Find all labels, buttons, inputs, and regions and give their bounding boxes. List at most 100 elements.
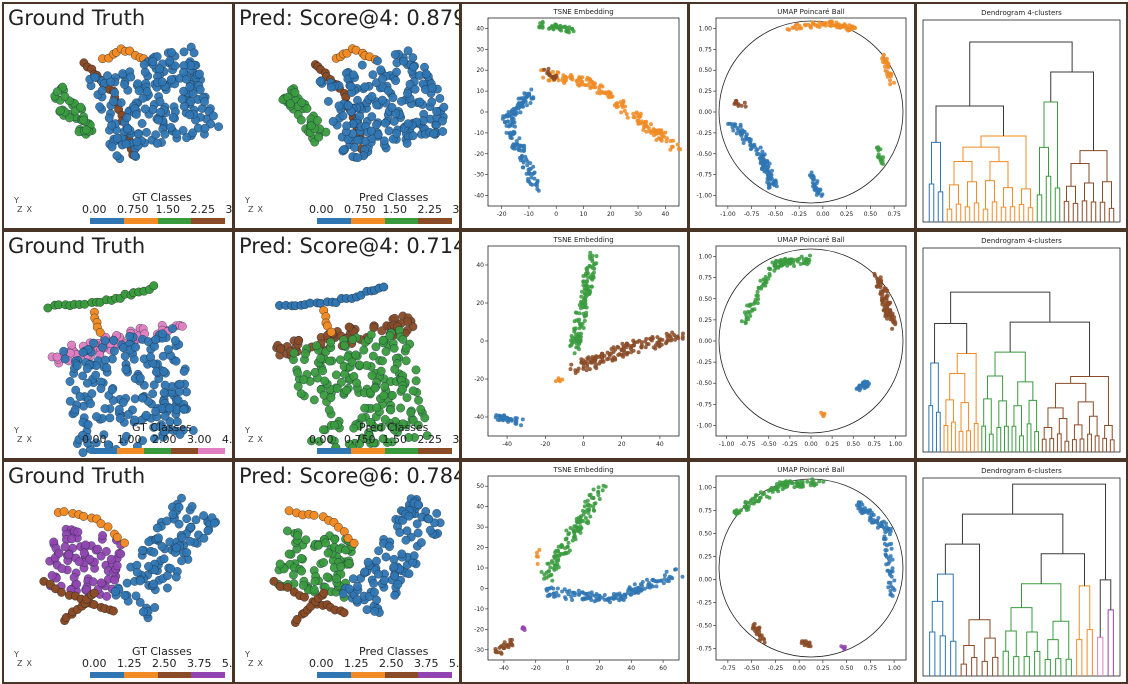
- x-tick-label: -0.75: [740, 441, 756, 448]
- y-tick-label: -1.00: [696, 193, 712, 200]
- dendrogram-cluster-green: [1002, 583, 1072, 676]
- green-part: [43, 281, 159, 313]
- dendrogram: Dendrogram 4-clusters: [922, 9, 1121, 223]
- gt-panel-row-2: Ground Truth GT Classes 0.00 1.00 2.00 3.0…: [2, 230, 234, 460]
- orange-part: [90, 307, 105, 337]
- brown-part-2: [60, 588, 99, 626]
- gt-colorbar-title: GT Classes: [132, 191, 192, 204]
- pred-point-cloud: [269, 494, 445, 628]
- blue-part-top: [275, 282, 389, 311]
- y-tick-label: 0: [480, 338, 484, 345]
- dendrogram-link: [934, 322, 968, 363]
- orange-part: [98, 44, 149, 64]
- pred-colorbar-ticks: 0.00 0.750 1.50 2.25 3.00: [309, 203, 461, 216]
- x-tick-label: 0.00: [804, 441, 818, 448]
- dendrogram-link: [944, 543, 980, 620]
- x-tick-label: 0.75: [868, 441, 882, 448]
- y-tick-label: 0.75: [699, 46, 713, 53]
- y-tick-label: -20: [474, 151, 484, 158]
- y-tick-label: 20: [476, 545, 484, 552]
- x-tick-label: 1.00: [889, 441, 903, 448]
- axis-z-glyph: Z: [17, 659, 23, 668]
- purple-cluster: [839, 644, 847, 652]
- tsne-panel-row-3: TSNE Embedding 50 40 30 20 10 0 -10 -20 -30 -40 -20…: [460, 460, 689, 684]
- y-tick-label: -1.00: [696, 422, 712, 429]
- brown-cluster: [750, 621, 767, 645]
- brown-cluster: [493, 637, 515, 656]
- colorbar-segment: [171, 448, 198, 454]
- gt-colorbar-title: GT Classes: [132, 645, 192, 658]
- gt-colorbar-ticks: 0.00 1.25 2.50 3.75 5.00: [82, 657, 234, 670]
- tsne-panel-row-2: TSNE Embedding 40 20 0 -20 -40 -40 -20 0 20 40: [460, 230, 689, 460]
- y-tick-label: 0.00: [699, 577, 713, 584]
- x-tick-label: 20: [596, 665, 604, 672]
- umap-title: UMAP Poincaré Ball: [777, 466, 844, 474]
- axis-x-glyph: X: [26, 435, 32, 444]
- y-tick-label: 0.50: [699, 296, 713, 303]
- dendrogram-panel-row-1: Dendrogram 4-clusters: [915, 2, 1128, 230]
- axis-z-glyph: Z: [17, 205, 23, 214]
- y-tick-label: -0.50: [696, 151, 712, 158]
- dendrogram-title: Dendrogram 4-clusters: [981, 9, 1062, 17]
- axis-z-glyph: Z: [248, 659, 254, 668]
- gt-point-cloud: [50, 42, 224, 164]
- dendrogram-cluster-orange: [943, 352, 979, 452]
- x-tick-label: 0.25: [825, 441, 839, 448]
- colorbar-segment: [191, 672, 225, 678]
- pred-title: Pred: Score@4: 0.879: [239, 6, 461, 30]
- green-cluster: [539, 483, 608, 583]
- brown-cluster: [872, 271, 898, 331]
- x-tick-label: 0.75: [864, 665, 878, 672]
- y-tick-label: 1.00: [699, 254, 713, 261]
- pred-colorbar: [317, 672, 452, 678]
- dendrogram: Dendrogram 4-clusters: [922, 237, 1121, 453]
- colorbar-segment: [384, 448, 419, 454]
- gt-colorbar-ticks: 0.00 1.00 2.00 3.00 4.00: [82, 433, 234, 446]
- brown-part-2: [291, 588, 329, 628]
- colorbar-segment: [317, 672, 351, 678]
- y-tick-label: 0.50: [699, 531, 713, 538]
- blue-part: [315, 46, 449, 163]
- blue-cluster: [544, 567, 685, 605]
- dendrogram-cluster-brown: [1041, 376, 1115, 452]
- gt-colorbar: [90, 672, 225, 678]
- orange-cluster: [553, 376, 565, 384]
- gt-colorbar-title: GT Classes: [132, 421, 192, 434]
- dendrogram-panel-row-2: Dendrogram 4-clusters: [915, 230, 1128, 460]
- x-tick-label: 60: [659, 665, 667, 672]
- x-tick-label: 0.50: [840, 665, 854, 672]
- tsne-plot: TSNE Embedding 50 40 30 20 10 0 -10 -20 -30 -40 -20…: [474, 466, 685, 672]
- dendrogram-frame: [922, 19, 1121, 223]
- orange-cluster: [785, 19, 858, 33]
- green-cluster: [537, 20, 576, 35]
- pred-colorbar: [317, 448, 452, 454]
- axis-x-glyph: X: [257, 205, 263, 214]
- plot-area: [715, 245, 907, 437]
- dendrogram-cluster-orange: [1076, 585, 1093, 676]
- colorbar-segment: [317, 448, 351, 454]
- y-tick-label: -0.50: [696, 623, 712, 630]
- y-tick-label: 20: [476, 300, 484, 307]
- orange-part: [53, 507, 129, 548]
- y-tick-label: -20: [474, 626, 484, 633]
- colorbar-segment: [350, 218, 385, 224]
- x-tick-label: 0.75: [887, 211, 901, 218]
- x-tick-label: 20: [607, 211, 615, 218]
- y-tick-label: 0.25: [699, 554, 713, 561]
- x-tick-label: -0.75: [720, 665, 736, 672]
- x-tick-label: 0.00: [816, 211, 830, 218]
- plot-area: [487, 475, 680, 661]
- y-tick-label: 1.00: [699, 485, 713, 492]
- colorbar-segment: [123, 218, 158, 224]
- x-tick-label: -40: [502, 441, 512, 448]
- colorbar-segment: [384, 218, 419, 224]
- colorbar-segment: [144, 448, 171, 454]
- colorbar-segment: [157, 672, 192, 678]
- blue-part: [59, 324, 198, 458]
- tsne-plot: TSNE Embedding 40 30 20 10 0 -10 -20 -30 -40 -20 -1…: [474, 8, 683, 218]
- colorbar-segment: [350, 672, 385, 678]
- blue-part: [85, 42, 224, 164]
- axis-y-glyph: Y: [14, 196, 19, 205]
